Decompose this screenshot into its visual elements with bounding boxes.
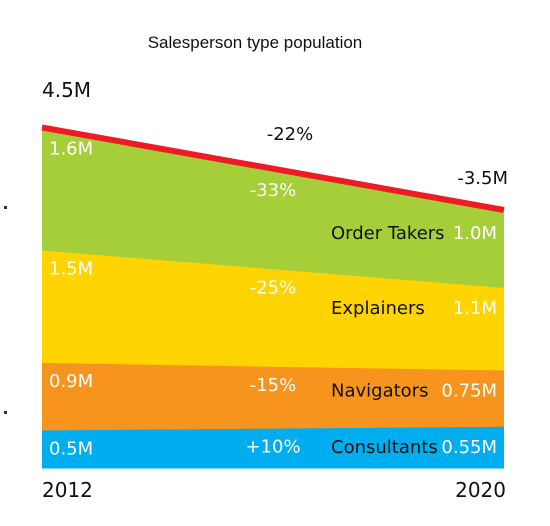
total-line — [41, 124, 505, 213]
left-tick-mark — [4, 411, 7, 414]
x-tick-end: 2020 — [455, 478, 506, 502]
areas-layer — [41, 124, 505, 469]
consultants-name-label: Consultants — [331, 437, 438, 458]
x-tick-start: 2012 — [42, 478, 93, 502]
order-takers-end-label: 1.0M — [453, 223, 497, 244]
navigators-start-label: 0.9M — [49, 371, 93, 392]
labels-layer: 0.5M +10% Consultants 0.55M 0.9M -15% Navigato… — [49, 139, 497, 460]
chart-title: Salesperson type population — [148, 33, 363, 52]
explainers-change-label: -25% — [250, 277, 297, 298]
explainers-start-label: 1.5M — [49, 259, 93, 280]
order-takers-change-label: -33% — [250, 180, 297, 201]
navigators-change-label: -15% — [250, 375, 297, 396]
area-consultants — [42, 426, 504, 469]
consultants-end-label: 0.55M — [441, 437, 497, 458]
area-order-takers — [42, 130, 504, 289]
explainers-name-label: Explainers — [331, 298, 425, 319]
explainers-end-label: 1.1M — [453, 298, 497, 319]
consultants-start-label: 0.5M — [49, 439, 93, 460]
order-takers-name-label: Order Takers — [331, 223, 445, 244]
navigators-name-label: Navigators — [331, 381, 428, 402]
area-navigators — [42, 363, 504, 431]
total-start-label: 4.5M — [42, 78, 91, 102]
total-change-label: -22% — [267, 124, 314, 145]
area-explainers — [42, 250, 504, 371]
total-end-label: -3.5M — [457, 168, 508, 189]
order-takers-start-label: 1.6M — [49, 139, 93, 160]
left-tick-mark — [4, 206, 7, 209]
navigators-end-label: 0.75M — [441, 381, 497, 402]
consultants-change-label: +10% — [245, 437, 300, 458]
